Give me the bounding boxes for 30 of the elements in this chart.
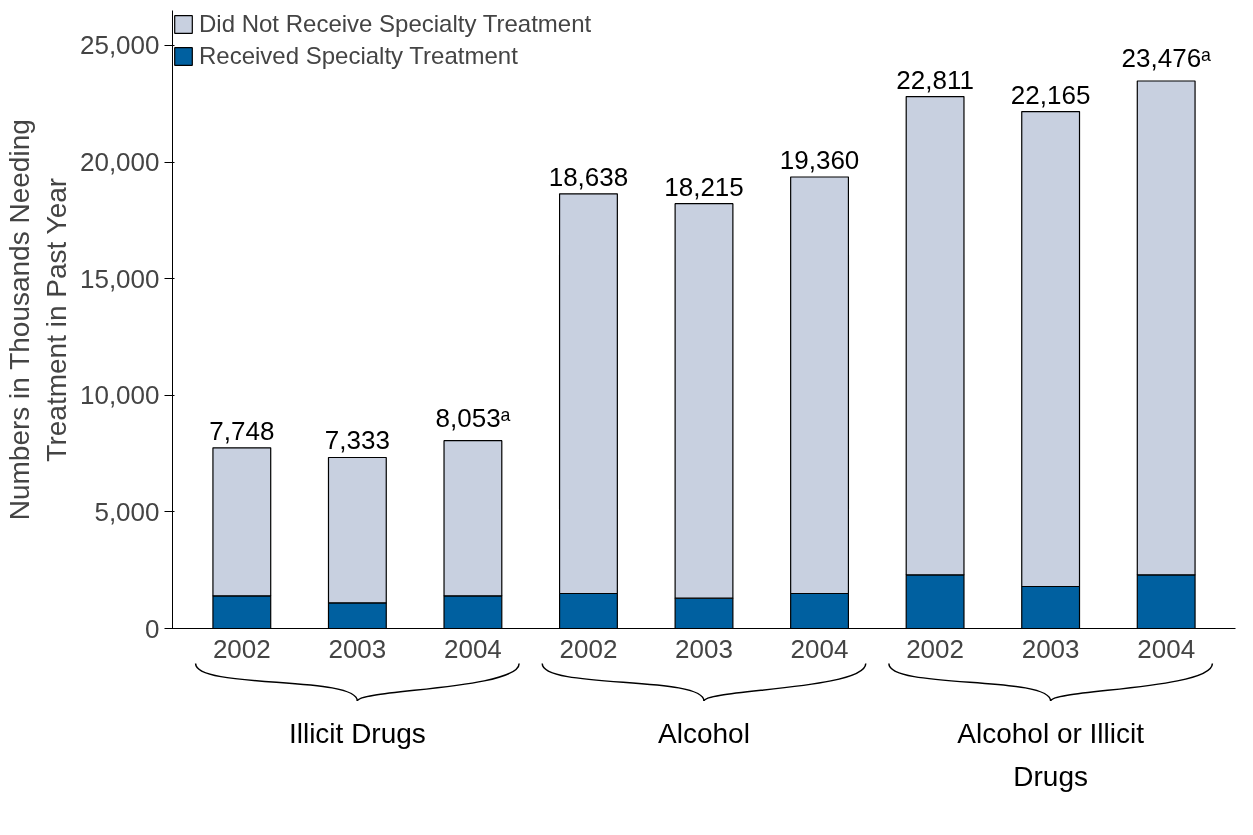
- text: Alcohol: [658, 717, 750, 749]
- x-tick-label: 2004: [790, 633, 849, 664]
- total-label: 7,748: [209, 415, 275, 446]
- total-label: 19,360: [779, 145, 860, 176]
- legend-label: Received Specialty Treatment: [199, 42, 518, 70]
- y-tick-label: 20,000: [79, 147, 160, 178]
- text: Illicit Drugs: [288, 717, 426, 749]
- y-tick-label: 25,000: [79, 30, 160, 61]
- y-tick-label: 15,000: [79, 263, 160, 294]
- x-tick-label: 2003: [1021, 633, 1080, 664]
- x-tick-label: 2002: [212, 633, 271, 664]
- x-tick-label: 2003: [675, 633, 733, 664]
- x-tick-label: 2002: [906, 633, 965, 664]
- total-label: 7,333: [324, 425, 390, 456]
- total-label: 22,811: [896, 64, 974, 95]
- x-tick-label: 2004: [1137, 633, 1196, 664]
- x-tick-label: 2004: [443, 633, 502, 664]
- total-label: 23,476ᵃ: [1121, 43, 1212, 74]
- x-tick-label: 2002: [559, 633, 618, 664]
- y-tick-label: 5,000: [94, 496, 160, 527]
- y-axis-title: Numbers in Thousands Needing Treatment in Past Year: [3, 119, 72, 521]
- total-label: 8,053ᵃ: [435, 402, 511, 433]
- legend-label: Did Not Receive Specialty Treatment: [199, 10, 592, 38]
- y-tick-label: 0: [145, 613, 160, 644]
- y-tick-label: 10,000: [79, 380, 160, 411]
- total-label: 18,638: [548, 161, 629, 192]
- text: Alcohol or Illicit Drugs: [957, 717, 1145, 792]
- total-label: 22,165: [1010, 79, 1091, 110]
- x-tick-label: 2003: [328, 633, 387, 664]
- total-label: 18,215: [664, 171, 744, 202]
